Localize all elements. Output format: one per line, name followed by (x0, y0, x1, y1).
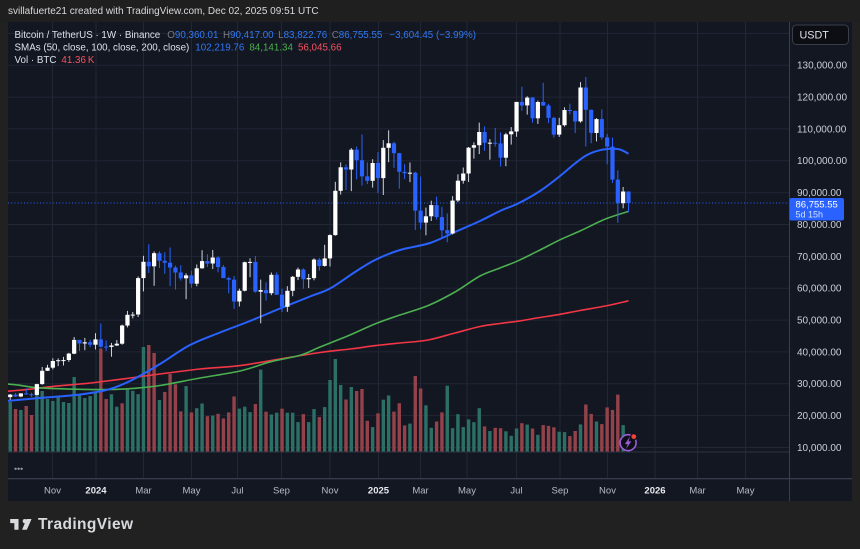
svg-text:120,000.00: 120,000.00 (797, 93, 847, 104)
svg-text:50,000.00: 50,000.00 (797, 316, 842, 327)
svg-text:110,000.00: 110,000.00 (797, 124, 847, 135)
svg-text:Mar: Mar (689, 486, 705, 497)
svg-text:Mar: Mar (412, 486, 428, 497)
svg-text:SMAs (50, close, 100, close, 2: SMAs (50, close, 100, close, 200, close)… (15, 42, 343, 53)
svg-text:Jul: Jul (510, 486, 522, 497)
svg-text:Bitcoin / TetherUS · 1W · Bina: Bitcoin / TetherUS · 1W · Binance O90,360… (15, 30, 476, 41)
svg-text:Jul: Jul (231, 486, 243, 497)
svg-text:May: May (183, 486, 201, 497)
svg-text:20,000.00: 20,000.00 (797, 411, 842, 422)
svg-text:90,000.00: 90,000.00 (797, 188, 842, 199)
svg-text:60,000.00: 60,000.00 (797, 284, 842, 295)
svg-text:Nov: Nov (599, 486, 616, 497)
svg-text:Mar: Mar (135, 486, 151, 497)
svg-text:May: May (737, 486, 755, 497)
svg-text:2025: 2025 (368, 486, 390, 497)
svg-text:Nov: Nov (44, 486, 61, 497)
svg-text:30,000.00: 30,000.00 (797, 379, 842, 390)
svg-text:Sep: Sep (273, 486, 290, 497)
svg-text:2026: 2026 (644, 486, 665, 497)
svg-text:5d 15h: 5d 15h (796, 209, 824, 219)
svg-text:70,000.00: 70,000.00 (797, 252, 842, 263)
svg-text:TradingView: TradingView (38, 516, 134, 533)
svg-text:May: May (458, 486, 476, 497)
svg-text:100,000.00: 100,000.00 (797, 156, 847, 167)
svg-text:USDT: USDT (800, 30, 830, 42)
svg-text:130,000.00: 130,000.00 (797, 61, 847, 72)
svg-text:2024: 2024 (85, 486, 107, 497)
svg-text:Sep: Sep (552, 486, 569, 497)
svg-text:10,000.00: 10,000.00 (797, 443, 842, 454)
svg-text:86,755.55: 86,755.55 (796, 199, 838, 210)
svg-text:40,000.00: 40,000.00 (797, 347, 842, 358)
svg-text:80,000.00: 80,000.00 (797, 220, 842, 231)
svg-text:Nov: Nov (322, 486, 339, 497)
